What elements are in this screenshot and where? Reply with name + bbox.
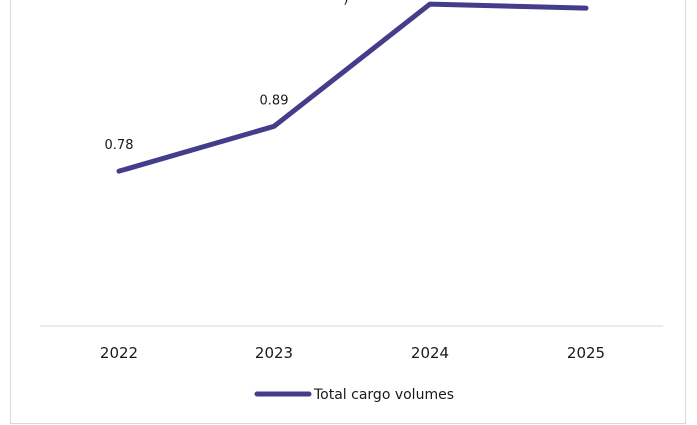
series-layer (116, 1, 589, 174)
x-tick-2022: 2022 (100, 344, 138, 362)
x-tick-2025: 2025 (567, 344, 605, 362)
legend: Total cargo volumes (254, 387, 454, 403)
data-labels: 0.780.891.191.18 (105, 93, 289, 153)
x-tick-2024: 2024 (411, 344, 449, 362)
legend-label-total-cargo-volumes: Total cargo volumes (313, 387, 454, 403)
chart-title-fragment: ) (343, 0, 348, 7)
data-label-2022: 0.78 (105, 138, 134, 153)
x-axis-ticks: 2022 2023 2024 2025 (100, 344, 605, 362)
data-label-2023: 0.89 (260, 93, 289, 108)
chart-frame (10, 0, 686, 424)
x-tick-2023: 2023 (255, 344, 293, 362)
series-line-0 (116, 1, 589, 174)
